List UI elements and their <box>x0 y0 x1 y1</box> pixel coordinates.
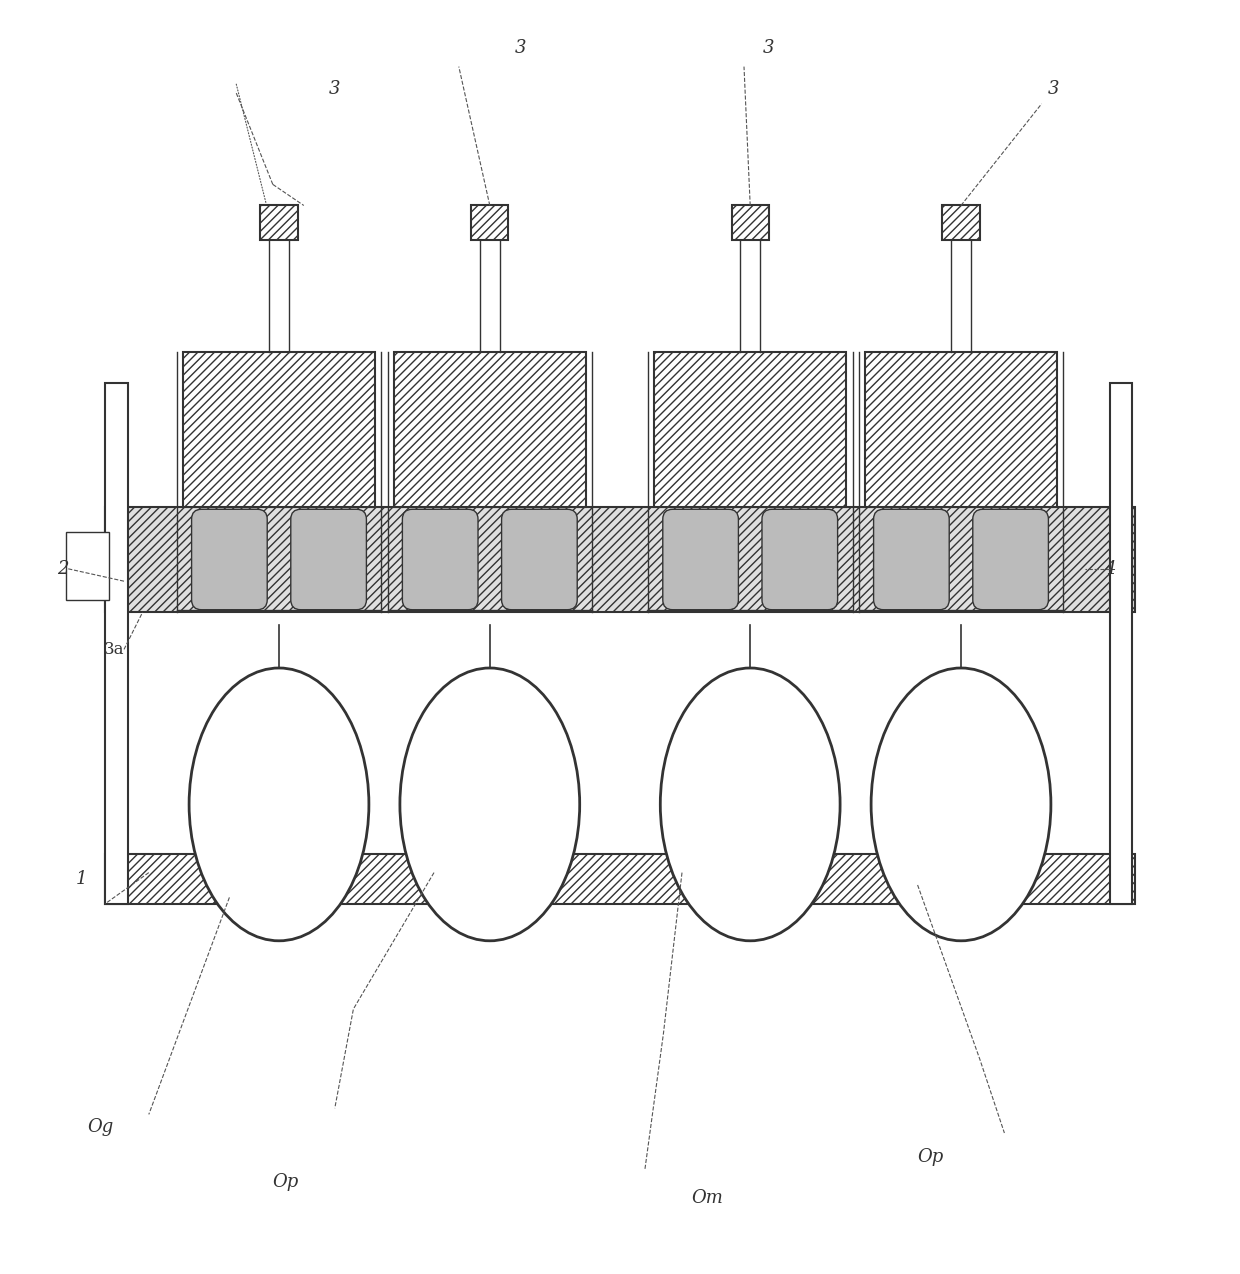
Bar <box>105 507 1135 613</box>
FancyBboxPatch shape <box>973 510 1049 610</box>
Bar <box>260 205 298 241</box>
Text: 3a: 3a <box>103 641 124 657</box>
Text: 3: 3 <box>515 38 527 56</box>
Bar <box>105 382 128 903</box>
FancyBboxPatch shape <box>662 510 738 610</box>
FancyBboxPatch shape <box>873 510 950 610</box>
Text: 3: 3 <box>763 38 775 56</box>
Bar <box>1110 382 1132 903</box>
Text: Op: Op <box>916 1148 944 1166</box>
FancyBboxPatch shape <box>761 510 838 610</box>
Ellipse shape <box>399 668 580 940</box>
Bar <box>942 205 980 241</box>
Bar <box>732 205 769 241</box>
FancyBboxPatch shape <box>402 510 479 610</box>
Text: Og: Og <box>87 1117 113 1136</box>
Bar <box>66 531 109 600</box>
Text: Op: Op <box>272 1172 299 1191</box>
Ellipse shape <box>870 668 1052 940</box>
FancyBboxPatch shape <box>191 510 267 610</box>
Text: 4: 4 <box>1104 559 1115 578</box>
Text: 1: 1 <box>76 870 87 888</box>
Ellipse shape <box>660 668 839 940</box>
Ellipse shape <box>190 668 370 940</box>
Bar <box>655 352 846 507</box>
Bar <box>866 352 1056 507</box>
Text: 2: 2 <box>57 559 68 578</box>
Text: Om: Om <box>691 1189 723 1206</box>
Text: 3: 3 <box>329 79 341 98</box>
Bar <box>184 352 374 507</box>
FancyBboxPatch shape <box>290 510 367 610</box>
Bar <box>471 205 508 241</box>
Bar <box>394 352 587 507</box>
FancyBboxPatch shape <box>501 510 577 610</box>
Text: 3: 3 <box>1048 79 1060 98</box>
Bar <box>105 854 1135 903</box>
